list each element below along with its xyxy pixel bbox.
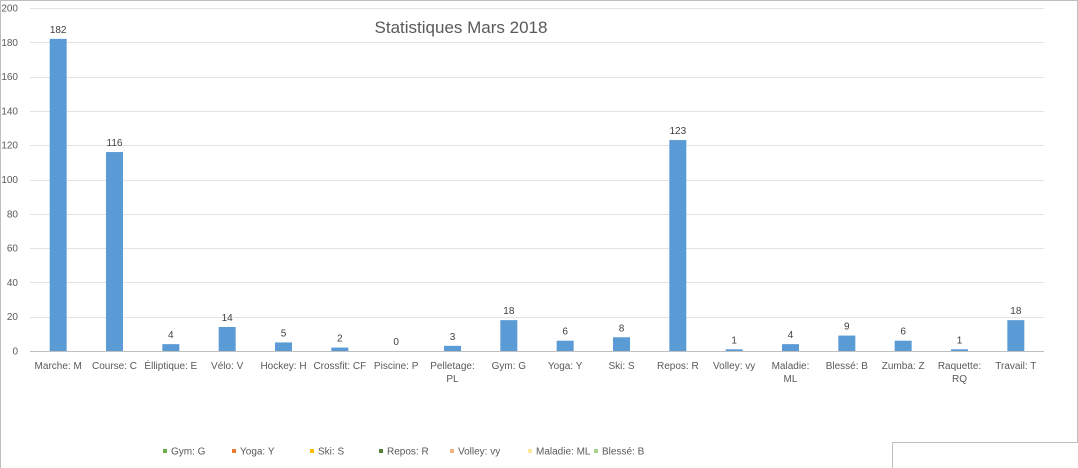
- y-tick-label: 20: [7, 312, 19, 323]
- data-label: 1: [731, 335, 737, 346]
- x-tick-label: Pelletage:: [430, 361, 474, 372]
- legend-label: Gym: G: [171, 447, 206, 458]
- x-tick-label: Blessé: B: [826, 361, 869, 372]
- x-tick-label: Gym: G: [492, 361, 527, 372]
- x-tick-label: Yoga: Y: [548, 361, 583, 372]
- x-tick-label: Zumba: Z: [882, 361, 925, 372]
- bar: [894, 340, 912, 351]
- data-label: 0: [393, 337, 399, 348]
- x-axis: Marche: M Course: C Élliptique: E Vélo: V Ho…: [35, 359, 1037, 385]
- chart-title: Statistiques Mars 2018: [375, 18, 548, 37]
- y-axis: 0 20 40 60 80 100 120 140 160 180 200: [1, 4, 18, 358]
- y-tick-label: 60: [7, 244, 19, 255]
- legend-label: Maladie: ML: [536, 447, 591, 458]
- data-label: 116: [107, 138, 123, 149]
- x-tick-label: Élliptique: E: [144, 359, 197, 372]
- data-label: 18: [1010, 306, 1022, 317]
- x-tick-label: Course: C: [92, 361, 137, 372]
- y-tick-label: 180: [1, 38, 18, 49]
- bar: [725, 349, 743, 351]
- y-tick-label: 80: [7, 209, 19, 220]
- legend-marker: [594, 449, 598, 453]
- bar: [556, 340, 574, 351]
- x-tick-label: Raquette:: [938, 361, 981, 372]
- legend-marker: [163, 449, 167, 453]
- x-tick-label: Vélo: V: [211, 361, 244, 372]
- legend-label: Blessé: B: [602, 447, 645, 458]
- legend-marker: [450, 449, 454, 453]
- x-tick-label: Repos: R: [657, 361, 699, 372]
- data-label: 5: [281, 328, 287, 339]
- legend: Gym: G Yoga: Y Ski: S Repos: R Volley: vy Mal…: [163, 447, 645, 458]
- legend-label: Ski: S: [318, 447, 344, 458]
- x-tick-label: ML: [784, 374, 798, 385]
- legend-marker: [379, 449, 383, 453]
- data-label: 18: [503, 306, 515, 317]
- legend-marker: [232, 449, 236, 453]
- data-label: 1: [957, 335, 963, 346]
- x-tick-label: Maladie:: [772, 361, 810, 372]
- data-label: 123: [669, 126, 686, 137]
- y-tick-label: 140: [1, 106, 18, 117]
- bar: [1007, 320, 1025, 351]
- bar: [669, 140, 687, 351]
- data-label: 2: [337, 334, 343, 345]
- x-tick-label: Volley: vy: [713, 361, 755, 372]
- y-tick-label: 40: [7, 278, 19, 289]
- bar: [782, 344, 799, 351]
- data-label: 182: [50, 25, 67, 36]
- data-label: 4: [168, 330, 174, 341]
- data-label: 4: [788, 330, 794, 341]
- legend-label: Yoga: Y: [240, 447, 275, 458]
- data-label: 6: [900, 327, 906, 338]
- x-tick-label: Travail: T: [995, 361, 1036, 372]
- x-tick-label: Crossfit: CF: [313, 361, 366, 372]
- data-label: 14: [222, 313, 234, 324]
- x-tick-label: PL: [446, 374, 459, 385]
- x-tick-label: Piscine: P: [374, 361, 419, 372]
- bar: [331, 347, 349, 351]
- x-tick-label: RQ: [952, 374, 967, 385]
- bar: [838, 335, 856, 351]
- gridlines: [30, 8, 1044, 352]
- x-tick-label: Hockey: H: [260, 361, 306, 372]
- bar: [951, 349, 968, 351]
- y-tick-label: 120: [1, 141, 18, 152]
- bar: [275, 342, 292, 351]
- legend-label: Volley: vy: [458, 447, 500, 458]
- y-tick-label: 0: [12, 347, 18, 358]
- x-tick-label: Ski: S: [608, 361, 634, 372]
- bar: [613, 337, 630, 351]
- bar: [218, 326, 236, 351]
- bar: [106, 152, 123, 351]
- legend-marker: [310, 449, 314, 453]
- legend-marker: [528, 449, 532, 453]
- y-tick-label: 200: [1, 4, 18, 15]
- data-label: 6: [562, 327, 568, 338]
- data-label: 9: [844, 322, 850, 333]
- bar: [49, 38, 67, 352]
- y-tick-label: 100: [1, 175, 18, 186]
- x-tick-label: Marche: M: [35, 361, 82, 372]
- bar: [444, 345, 461, 351]
- data-label: 3: [450, 332, 456, 343]
- legend-label: Repos: R: [387, 447, 429, 458]
- bar: [162, 344, 180, 351]
- data-label: 8: [619, 323, 625, 334]
- bar: [500, 320, 518, 351]
- bars: [49, 38, 1025, 352]
- y-tick-label: 160: [1, 72, 18, 83]
